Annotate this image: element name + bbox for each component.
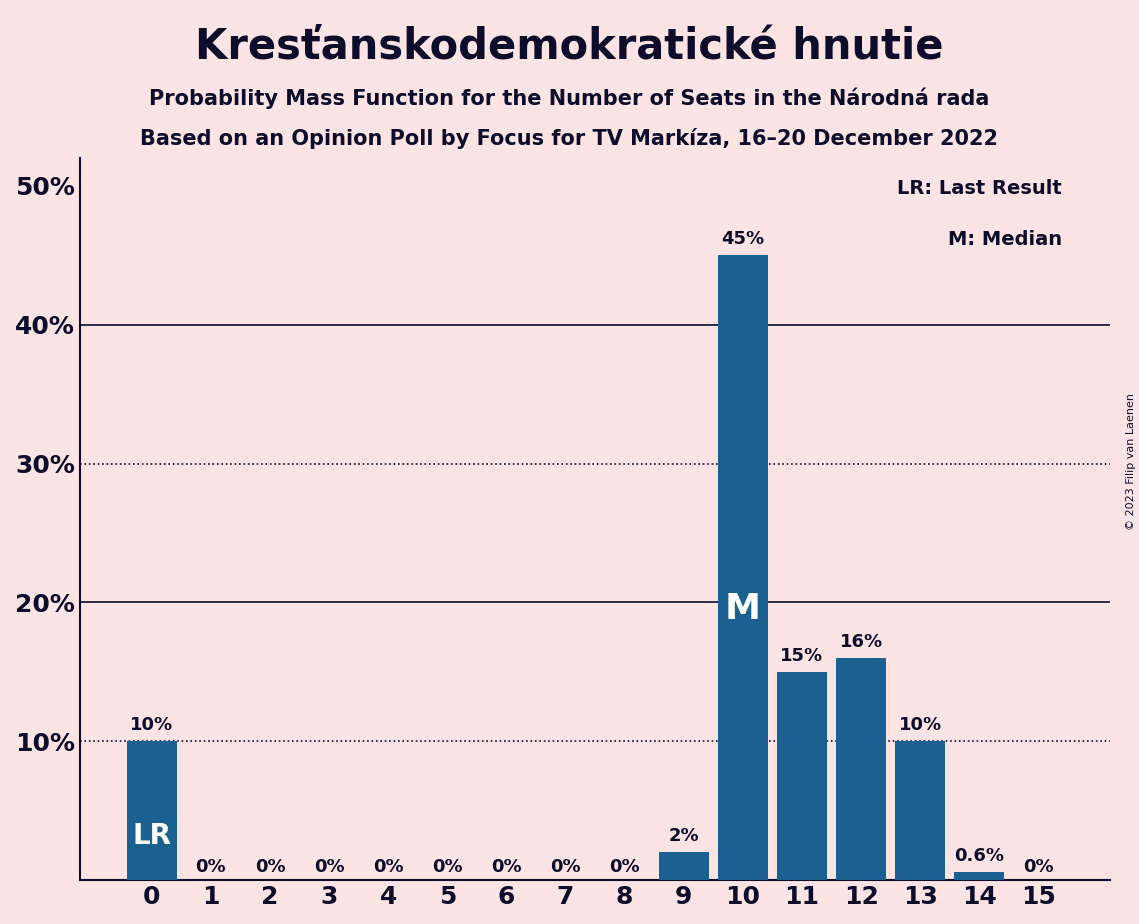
Bar xyxy=(718,255,768,881)
Text: 0%: 0% xyxy=(432,858,462,876)
Text: M: M xyxy=(724,592,761,626)
Text: 16%: 16% xyxy=(839,633,883,651)
Text: © 2023 Filip van Laenen: © 2023 Filip van Laenen xyxy=(1126,394,1136,530)
Bar xyxy=(895,741,945,881)
Text: 0%: 0% xyxy=(491,858,522,876)
Bar xyxy=(954,872,1005,881)
Text: 0%: 0% xyxy=(372,858,403,876)
Text: 2%: 2% xyxy=(669,827,699,845)
Text: Based on an Opinion Poll by Focus for TV Markíza, 16–20 December 2022: Based on an Opinion Poll by Focus for TV… xyxy=(140,128,999,149)
Bar xyxy=(777,672,827,881)
Text: 0%: 0% xyxy=(314,858,344,876)
Text: 0%: 0% xyxy=(550,858,581,876)
Text: M: Median: M: Median xyxy=(948,230,1062,249)
Text: Probability Mass Function for the Number of Seats in the Národná rada: Probability Mass Function for the Number… xyxy=(149,88,990,109)
Text: 0%: 0% xyxy=(255,858,286,876)
Text: 15%: 15% xyxy=(780,647,823,665)
Text: 45%: 45% xyxy=(721,230,764,249)
Text: 0%: 0% xyxy=(1023,858,1054,876)
Text: 10%: 10% xyxy=(130,716,173,735)
Bar xyxy=(836,658,886,881)
Text: 0.6%: 0.6% xyxy=(954,847,1005,865)
Bar xyxy=(658,852,708,881)
Text: 0%: 0% xyxy=(196,858,227,876)
Text: Kresťanskodemokratické hnutie: Kresťanskodemokratické hnutie xyxy=(195,26,944,67)
Text: LR: Last Result: LR: Last Result xyxy=(898,179,1062,198)
Bar xyxy=(126,741,177,881)
Text: 0%: 0% xyxy=(609,858,640,876)
Text: LR: LR xyxy=(132,821,171,850)
Text: 10%: 10% xyxy=(899,716,942,735)
